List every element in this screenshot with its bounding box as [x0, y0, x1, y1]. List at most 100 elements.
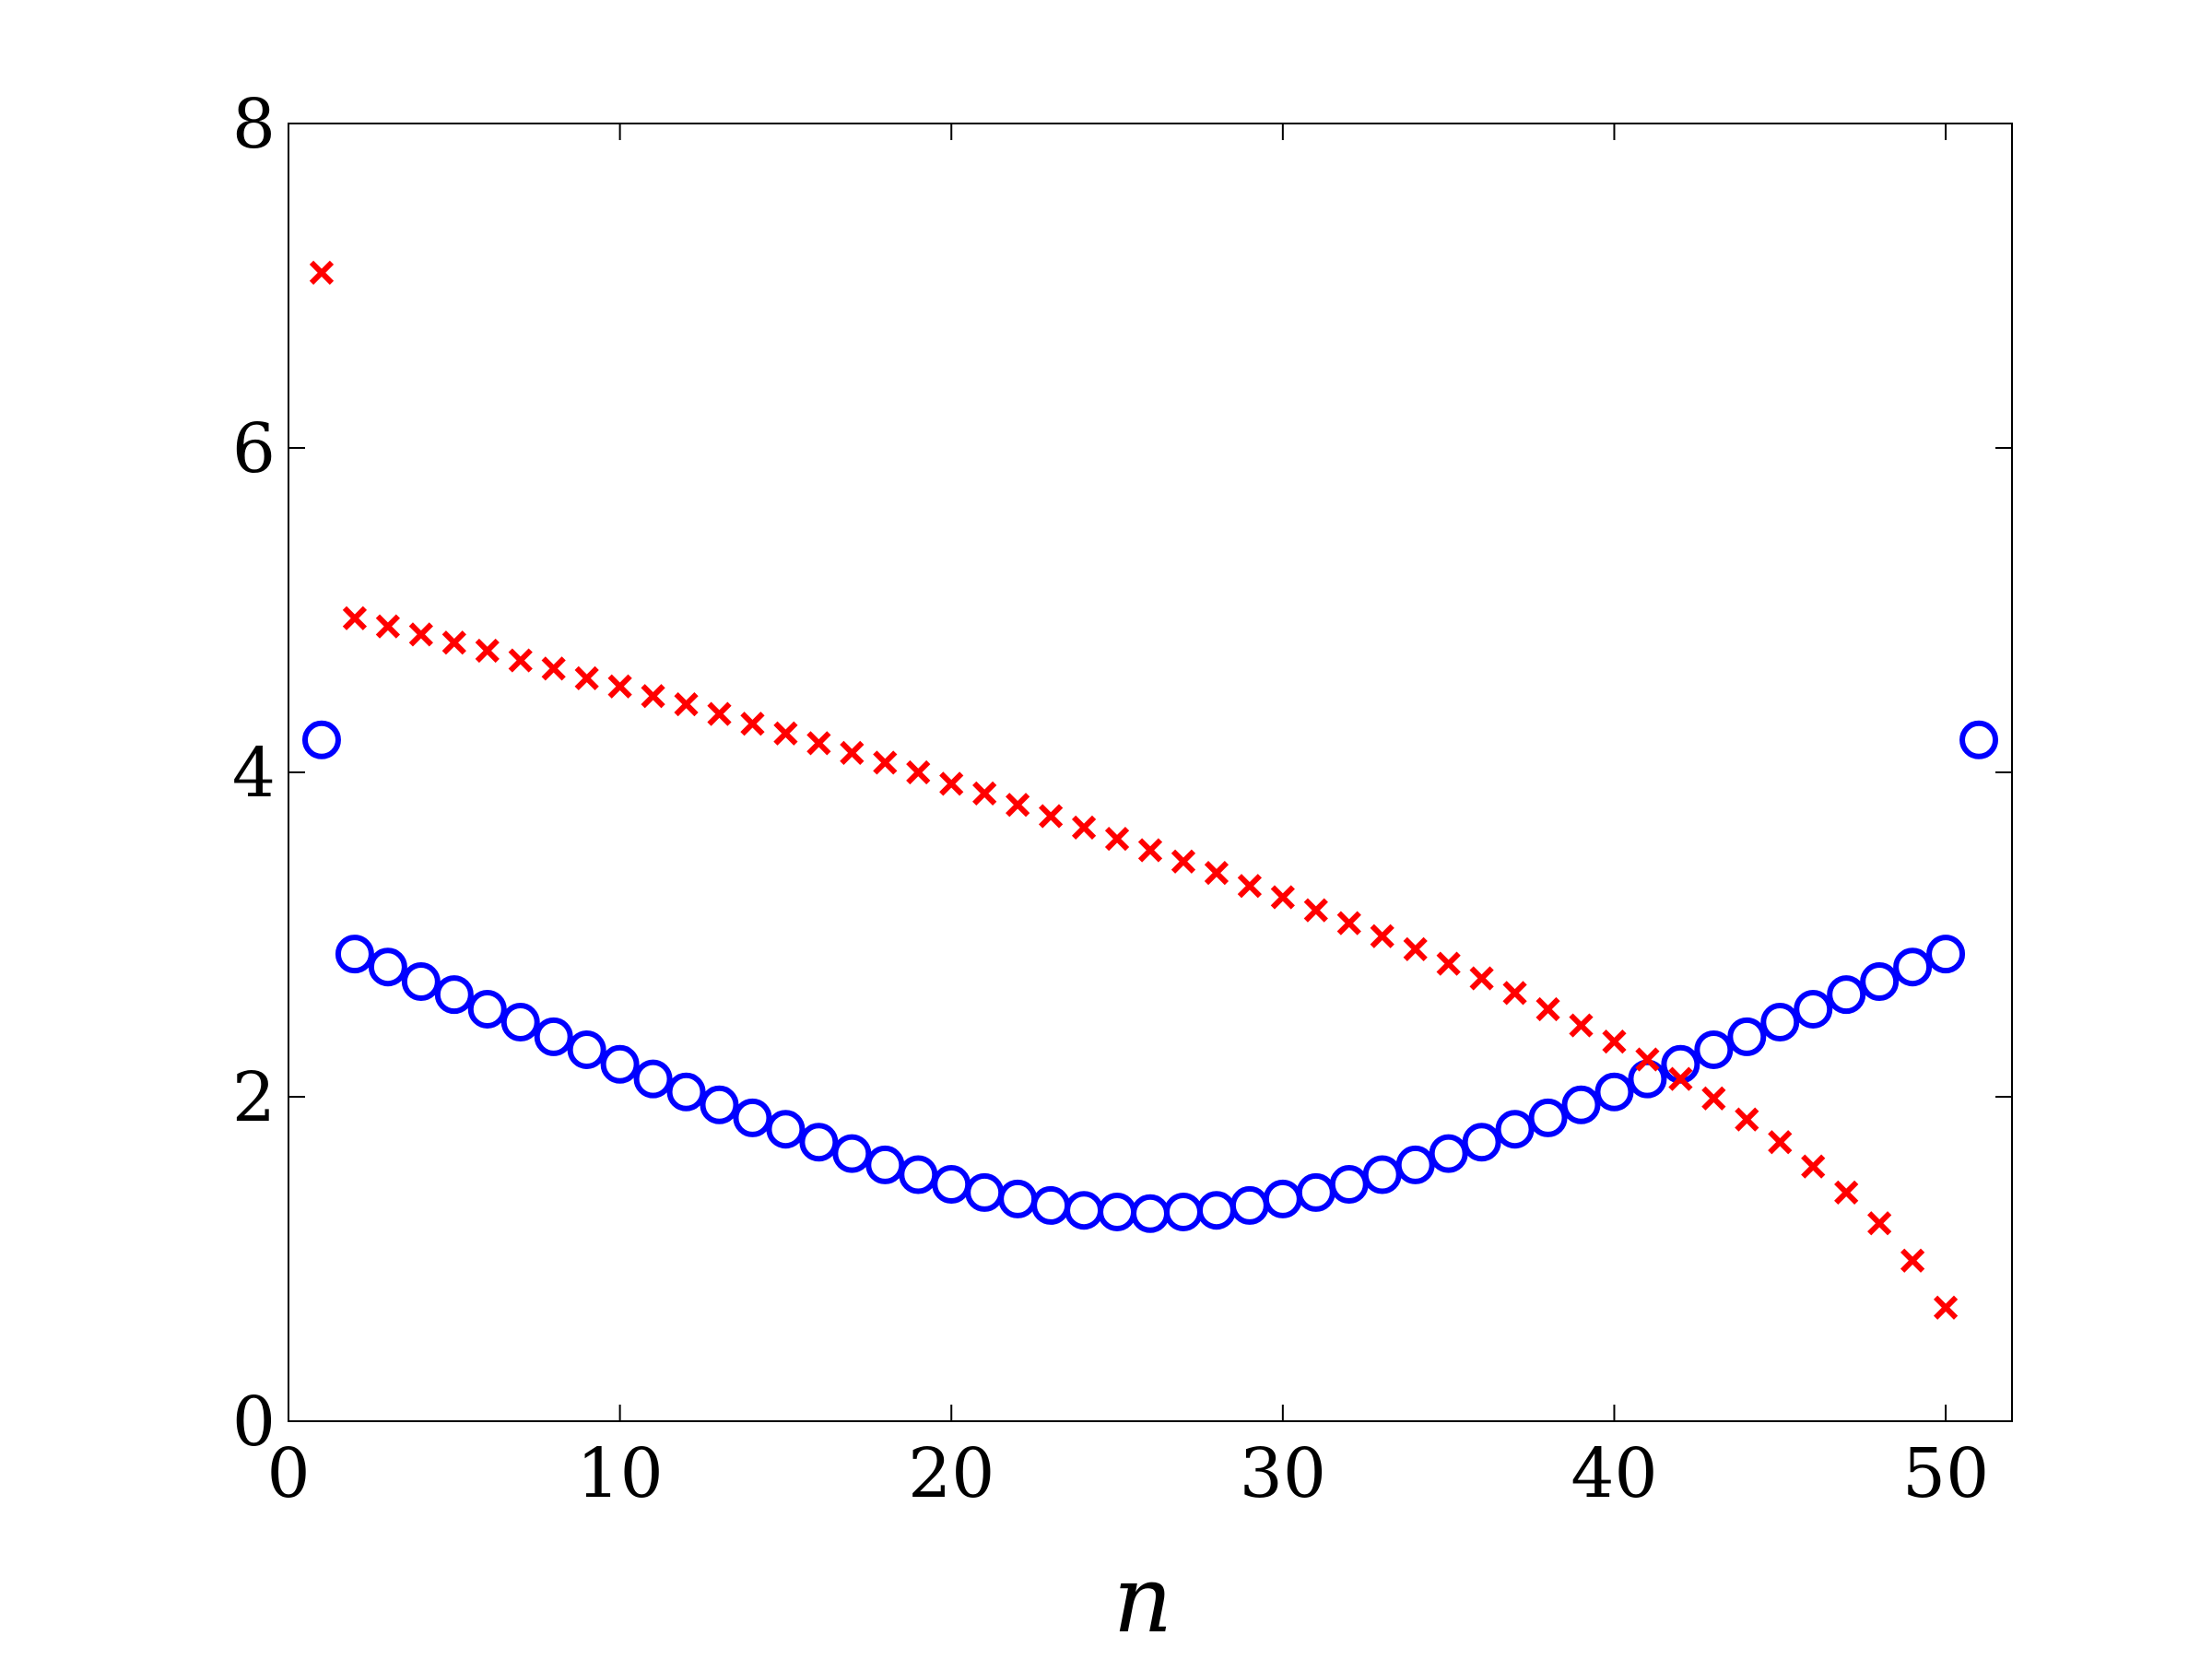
y-tick-label: 8 [232, 85, 276, 164]
data-point-cross [508, 648, 533, 673]
data-point-circle [1395, 1145, 1435, 1184]
data-point-circle [434, 975, 474, 1015]
data-point-cross [441, 630, 466, 655]
x-tick-label: 30 [1240, 1434, 1326, 1513]
data-point-circle [1296, 1172, 1335, 1212]
data-point-cross [1569, 1013, 1594, 1038]
data-point-cross [1701, 1086, 1726, 1111]
data-point-cross [1403, 936, 1428, 961]
data-point-cross [1104, 827, 1130, 852]
data-point-cross [773, 721, 798, 746]
data-point-circle [733, 1098, 772, 1137]
data-point-cross [1270, 885, 1295, 910]
data-point-cross [1834, 1180, 1859, 1205]
data-point-cross [375, 614, 401, 639]
data-point-circle [1163, 1192, 1203, 1231]
data-point-circle [1462, 1123, 1501, 1162]
data-point-circle [998, 1179, 1038, 1218]
data-point-cross [1137, 838, 1163, 863]
data-point-circle [1959, 720, 1999, 759]
data-point-cross [574, 665, 599, 691]
data-point-cross [707, 701, 732, 726]
data-point-circle [865, 1145, 905, 1184]
data-point-cross [1171, 849, 1196, 874]
data-point-circle [467, 989, 507, 1029]
data-point-circle [633, 1059, 673, 1099]
data-point-circle [1926, 935, 1966, 974]
data-point-circle [1893, 947, 1933, 987]
data-point-circle [1561, 1085, 1601, 1124]
data-point-cross [1436, 951, 1461, 976]
data-point-cross [806, 731, 831, 756]
y-tick-label: 0 [232, 1382, 276, 1462]
data-point-circle [401, 962, 441, 1002]
data-point-cross [939, 771, 964, 796]
data-point-cross [1071, 815, 1097, 840]
data-point-circle [1727, 1017, 1767, 1056]
data-point-cross [408, 622, 433, 647]
data-point-cross [1535, 996, 1560, 1022]
data-point-cross [1602, 1030, 1627, 1054]
data-point-cross [1038, 804, 1064, 829]
data-point-cross [1237, 874, 1263, 899]
series-1 [309, 260, 1959, 1320]
data-point-circle [1065, 1191, 1104, 1230]
series-0 [301, 720, 1999, 1233]
data-point-cross [1303, 898, 1328, 923]
y-tick-label: 6 [232, 409, 276, 488]
data-point-cross [1006, 793, 1030, 818]
data-point-cross [641, 684, 665, 709]
y-tick-label: 2 [232, 1058, 276, 1137]
data-point-cross [1635, 1047, 1660, 1072]
data-point-circle [1131, 1194, 1170, 1233]
data-point-cross [475, 638, 500, 664]
data-point-circle [666, 1072, 706, 1112]
data-point-cross [1735, 1107, 1759, 1132]
data-point-cross [1801, 1154, 1826, 1179]
data-point-circle [1329, 1165, 1369, 1205]
data-point-cross [1336, 911, 1361, 935]
data-point-cross [1867, 1211, 1892, 1236]
data-point-circle [335, 935, 374, 974]
x-tick-label: 40 [1571, 1434, 1657, 1513]
data-point-circle [1429, 1134, 1468, 1173]
data-point-circle [1860, 962, 1900, 1002]
data-point-cross [1502, 981, 1527, 1006]
data-point-cross [972, 781, 997, 806]
data-point-circle [1760, 1003, 1800, 1042]
data-point-circle [965, 1172, 1005, 1212]
x-tick-label: 50 [1902, 1434, 1989, 1513]
data-point-circle [368, 947, 407, 987]
data-point-cross [1370, 924, 1394, 948]
data-point-cross [1900, 1248, 1925, 1273]
data-point-circle [1827, 975, 1866, 1015]
data-point-circle [534, 1017, 573, 1056]
data-point-circle [932, 1165, 971, 1205]
data-point-cross [342, 606, 368, 630]
data-point-cross [1469, 966, 1494, 991]
data-point-circle [832, 1134, 872, 1173]
data-point-circle [1528, 1098, 1568, 1137]
data-point-circle [500, 1003, 540, 1042]
data-point-cross [541, 656, 566, 681]
data-point-cross [906, 759, 931, 785]
data-point-circle [799, 1123, 839, 1162]
data-point-cross [1668, 1066, 1693, 1091]
data-point-circle [700, 1085, 739, 1124]
data-point-cross [1204, 860, 1230, 886]
data-point-cross [1768, 1130, 1793, 1155]
data-point-circle [1098, 1192, 1137, 1231]
data-point-cross [1933, 1295, 1959, 1320]
data-point-circle [1495, 1110, 1535, 1149]
data-point-cross [674, 691, 699, 717]
axis-ticks [288, 123, 2012, 1422]
data-point-circle [1794, 989, 1833, 1029]
data-point-circle [766, 1110, 806, 1149]
x-axis-label: n [1113, 1546, 1172, 1653]
x-tick-label: 0 [266, 1434, 310, 1513]
x-tick-label: 10 [577, 1434, 664, 1513]
data-point-circle [301, 720, 341, 759]
data-point-circle [1594, 1072, 1634, 1112]
data-point-circle [600, 1044, 640, 1084]
